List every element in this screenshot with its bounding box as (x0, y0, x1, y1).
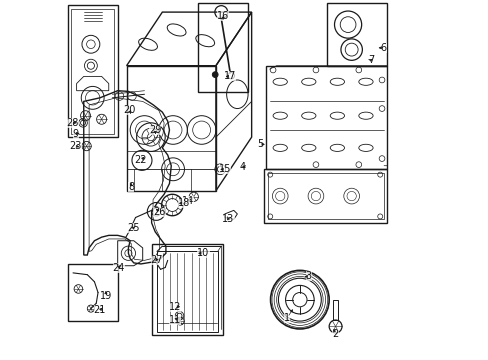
Text: 10: 10 (197, 248, 209, 258)
Text: 22: 22 (134, 156, 147, 165)
Text: 21: 21 (93, 305, 106, 315)
Text: 16: 16 (217, 11, 229, 21)
Bar (67, 5, 118, 137)
Text: 26: 26 (153, 207, 165, 217)
Text: 3: 3 (305, 271, 311, 282)
Text: 19: 19 (100, 291, 112, 301)
Text: 18: 18 (177, 198, 189, 208)
Text: 9: 9 (73, 129, 79, 139)
Text: 6: 6 (380, 43, 386, 53)
Text: 11: 11 (168, 315, 181, 325)
Text: 27: 27 (150, 255, 163, 265)
Circle shape (212, 72, 218, 77)
Text: 17: 17 (224, 71, 236, 81)
Text: 14: 14 (182, 197, 194, 206)
Text: 13: 13 (222, 214, 234, 224)
Bar (264, 169, 386, 223)
Text: 4: 4 (239, 162, 245, 172)
Text: 20: 20 (123, 105, 135, 115)
Bar (151, 244, 223, 336)
Text: 29: 29 (149, 125, 161, 135)
Text: 8: 8 (128, 182, 134, 192)
Text: 1: 1 (284, 312, 290, 323)
Text: 12: 12 (168, 302, 181, 312)
Text: 24: 24 (112, 262, 125, 273)
Text: 7: 7 (367, 55, 374, 65)
Text: 15: 15 (218, 164, 230, 174)
Text: 23: 23 (70, 141, 82, 151)
Text: 2: 2 (332, 329, 338, 339)
Bar (198, 3, 247, 93)
Bar (265, 66, 386, 169)
Bar (67, 264, 118, 321)
Text: 5: 5 (257, 139, 263, 149)
Text: 25: 25 (126, 223, 139, 233)
Bar (326, 3, 386, 66)
Text: 28: 28 (66, 118, 79, 128)
